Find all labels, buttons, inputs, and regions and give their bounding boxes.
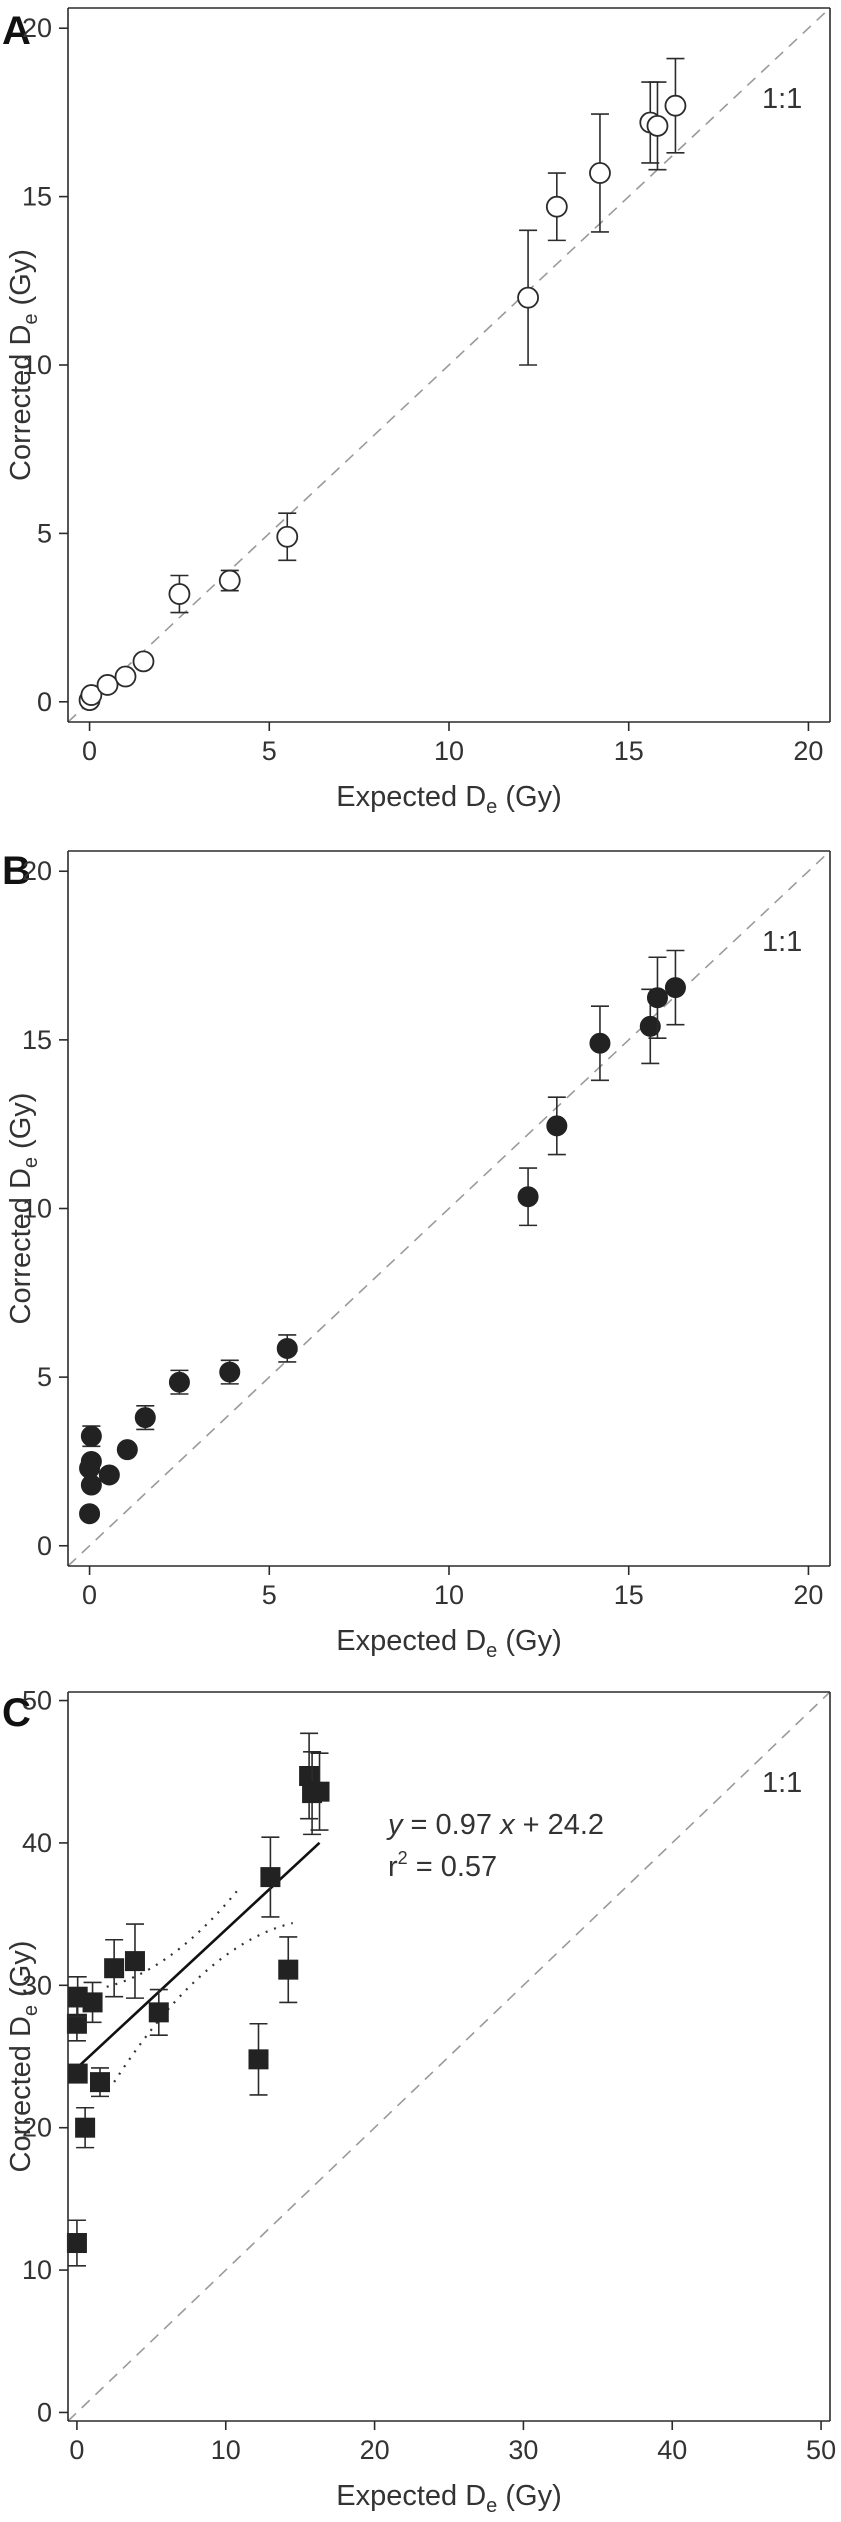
- panel-a-y-tick-label: 5: [37, 518, 52, 548]
- panel-b-data-point: [546, 1115, 568, 1137]
- panel-a-data-point: [114, 665, 137, 688]
- panel-c-data-point: [309, 1781, 330, 1802]
- panel-b-x-tick-label: 5: [262, 1580, 277, 1610]
- panel-c-x-tick-label: 20: [360, 2435, 390, 2465]
- panel-b-data-point: [589, 1032, 611, 1054]
- panel-a-data-point: [168, 583, 191, 605]
- panel-c-data-point: [66, 2013, 87, 2034]
- panel-b-x-tick-label: 0: [82, 1580, 97, 1610]
- panel-b-data-point: [219, 1361, 241, 1383]
- panel-c-x-tick-label: 30: [508, 2435, 538, 2465]
- panel-b-letter: B: [2, 849, 31, 893]
- panel-c-x-tick-label: 0: [69, 2435, 84, 2465]
- panel-b-x-tick-label: 20: [793, 1580, 823, 1610]
- panel-a-letter: A: [2, 9, 31, 53]
- panel-b-data-point: [646, 987, 668, 1009]
- panel-a-y-axis-title: Corrected De (Gy): [5, 249, 42, 481]
- panel-a-x-tick-label: 20: [793, 736, 823, 766]
- panel-b-data-point: [664, 977, 686, 999]
- panel-c-data-point: [124, 1951, 145, 1972]
- panel-c-y-tick-label: 0: [37, 2397, 52, 2427]
- panel-c-data-point: [66, 2233, 87, 2254]
- panel-b-data-point: [134, 1407, 156, 1429]
- panel-b-data-point: [276, 1337, 298, 1359]
- panel-c-one-to-one-label: 1:1: [762, 1767, 802, 1799]
- panel-b-data-point: [80, 1425, 102, 1447]
- panel-c-letter: C: [2, 1691, 31, 1735]
- panel-c-data-point: [82, 1992, 103, 2013]
- panel-c: C 1:1 0 10 20 30 40 50 0 10 20 30 40 50 y = 0.97 x …: [2, 1686, 836, 2517]
- panel-a-data-point: [96, 674, 119, 696]
- panel-b-data-point: [80, 1450, 102, 1472]
- panel-b-data-point: [116, 1439, 138, 1461]
- panel-c-regression-equation: y = 0.97 x + 24.2: [386, 1809, 604, 1841]
- panel-b-x-axis-title: Expected De (Gy): [336, 1625, 561, 1662]
- panel-c-data-point: [75, 2117, 96, 2138]
- panel-c-data-point: [260, 1867, 281, 1888]
- panel-b-x-tick-label: 10: [434, 1580, 464, 1610]
- panel-c-y-tick-label: 30: [22, 1970, 52, 2000]
- panel-b-data-point: [517, 1186, 539, 1208]
- panel-c-x-tick-label: 40: [657, 2435, 687, 2465]
- panel-a-x-axis-title: Expected De (Gy): [336, 781, 561, 818]
- panel-a-data-point: [517, 286, 539, 309]
- panel-c-y-tick-label: 40: [22, 1828, 52, 1858]
- panel-b-one-to-one-line: [67, 850, 831, 1567]
- panel-a-one-to-one-label: 1:1: [762, 83, 802, 115]
- panel-b-data-point: [79, 1503, 101, 1525]
- panel-c-x-axis-title: Expected De (Gy): [336, 2480, 561, 2517]
- panel-b-y-tick-label: 0: [37, 1531, 52, 1561]
- panel-c-regression-line: [76, 1841, 321, 2069]
- panel-c-y-axis-title: Corrected De (Gy): [5, 1941, 42, 2173]
- panel-a-data-point: [646, 114, 669, 137]
- panel-b-data-point: [98, 1464, 120, 1486]
- panel-a-data-point: [545, 195, 568, 218]
- panel-c-y-tick-label: 10: [22, 2255, 52, 2285]
- panel-a-x-tick-label: 5: [262, 736, 277, 766]
- panel-c-y-tick-label: 20: [22, 2113, 52, 2143]
- panel-b-y-axis-title: Corrected De (Gy): [5, 1093, 42, 1325]
- panel-a-x-tick-label: 15: [614, 736, 644, 766]
- panel-c-data-point: [67, 2063, 88, 2084]
- panel-c-r-squared: r2 = 0.57: [388, 1848, 497, 1883]
- panel-c-one-to-one-line: [67, 1691, 831, 2422]
- panel-b-x-tick-label: 15: [614, 1580, 644, 1610]
- panel-c-data-point: [278, 1959, 299, 1980]
- panel-c-data-point: [89, 2072, 110, 2093]
- panel-a-data-point: [132, 650, 155, 673]
- panel-c-x-tick-label: 50: [806, 2435, 836, 2465]
- panel-a-data-point: [80, 684, 103, 706]
- panel-b-y-tick-label: 20: [22, 856, 52, 886]
- panel-a-y-tick-label: 0: [37, 687, 52, 717]
- panel-a-x-tick-label: 0: [82, 736, 97, 766]
- panel-a-y-tick-label: 10: [22, 350, 52, 380]
- panel-c-data-point: [104, 1958, 125, 1979]
- panel-c-x-tick-label: 10: [211, 2435, 241, 2465]
- panel-c-data-point: [248, 2049, 269, 2070]
- panel-a-x-tick-label: 10: [434, 736, 464, 766]
- panel-a-data-point: [664, 94, 687, 117]
- panel-c-data-point: [299, 1766, 320, 1787]
- panel-b-data-point: [168, 1371, 190, 1393]
- panel-a-data-point: [276, 525, 299, 548]
- panel-a-one-to-one-line: [67, 7, 831, 723]
- panel-b-y-tick-label: 15: [22, 1025, 52, 1055]
- panel-b-one-to-one-label: 1:1: [762, 926, 802, 958]
- panel-c-y-tick-label: 50: [22, 1686, 52, 1716]
- panel-b-data-point: [639, 1015, 661, 1037]
- panel-a-y-tick-label: 15: [22, 182, 52, 212]
- panel-a-y-tick-label: 20: [22, 13, 52, 43]
- panel-b-y-tick-label: 10: [22, 1194, 52, 1224]
- panel-a-data-point: [218, 569, 241, 592]
- panel-c-data-point: [148, 2002, 169, 2023]
- panel-c-confidence-band-upper: [106, 1885, 242, 1988]
- panel-a-data-point: [589, 162, 611, 184]
- panel-b-y-tick-label: 5: [37, 1362, 52, 1392]
